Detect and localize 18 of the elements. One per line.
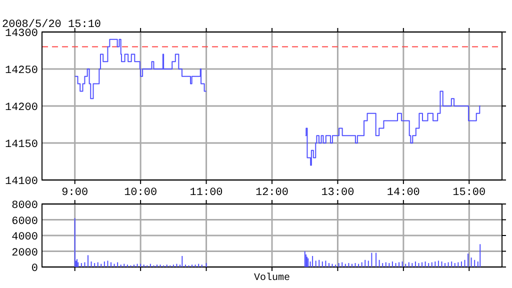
- y-tick-label: 4000: [12, 232, 38, 244]
- x-tick-label: 10:00: [124, 187, 158, 199]
- y-tick-label: 14300: [4, 28, 38, 40]
- x-tick-label: 9:00: [62, 187, 88, 199]
- y-tick-label: 14200: [4, 102, 38, 114]
- x-tick-label: 14:00: [386, 187, 420, 199]
- y-tick-label: 14150: [4, 139, 38, 151]
- y-tick-label: 8000: [12, 200, 38, 212]
- x-tick-label: 12:00: [255, 187, 289, 199]
- y-tick-label: 14250: [4, 65, 38, 77]
- y-tick-label: 14100: [4, 176, 38, 188]
- x-tick-label: 13:00: [321, 187, 354, 199]
- x-tick-label: 11:00: [190, 187, 223, 199]
- y-tick-label: 0: [31, 263, 38, 275]
- x-axis-title: Volume: [254, 272, 290, 284]
- y-tick-label: 6000: [12, 216, 38, 228]
- x-tick-label: 15:00: [452, 187, 486, 199]
- y-tick-label: 2000: [12, 247, 38, 260]
